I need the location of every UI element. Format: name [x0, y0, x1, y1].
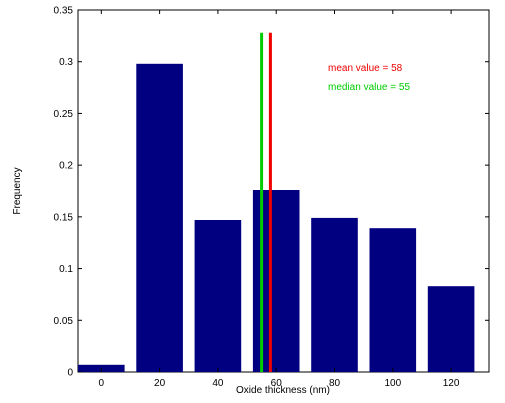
- mean-annotation: mean value = 58: [328, 63, 403, 74]
- y-axis-label: Frequency: [12, 167, 23, 214]
- y-tick-label: 0.05: [54, 316, 74, 327]
- x-tick-label: 80: [329, 378, 341, 389]
- x-axis-label: Oxide thickness (nm): [236, 385, 330, 396]
- y-tick-label: 0.1: [59, 264, 73, 275]
- bar-80: [311, 217, 358, 372]
- x-tick-label: 40: [212, 378, 224, 389]
- bar-40: [194, 220, 242, 372]
- median-annotation: median value = 55: [328, 82, 410, 93]
- annotations: mean value = 58 median value = 55: [328, 63, 410, 93]
- y-tick-label: 0.25: [54, 109, 74, 120]
- bar-60: [252, 190, 300, 372]
- y-tick-label: 0.3: [59, 57, 73, 68]
- y-tick-label: 0.15: [54, 212, 74, 223]
- x-tick-label: 20: [154, 378, 166, 389]
- x-tick-label: 120: [443, 378, 460, 389]
- y-tick-label: 0.35: [54, 6, 74, 17]
- y-tick-label: 0.2: [59, 161, 73, 172]
- bar-120: [427, 286, 475, 372]
- bar-20: [136, 63, 183, 373]
- x-tick-label: 100: [384, 378, 401, 389]
- bar-100: [369, 228, 417, 372]
- x-axis: 0 20 40 60 80 100 120: [99, 10, 460, 389]
- y-tick-label: 0: [67, 368, 73, 379]
- x-tick-label: 60: [271, 378, 283, 389]
- x-tick-label: 0: [99, 378, 105, 389]
- y-axis: 0 0.05 0.1 0.15 0.2 0.25 0.3 0.35: [54, 6, 489, 379]
- reference-lines: [260, 32, 272, 372]
